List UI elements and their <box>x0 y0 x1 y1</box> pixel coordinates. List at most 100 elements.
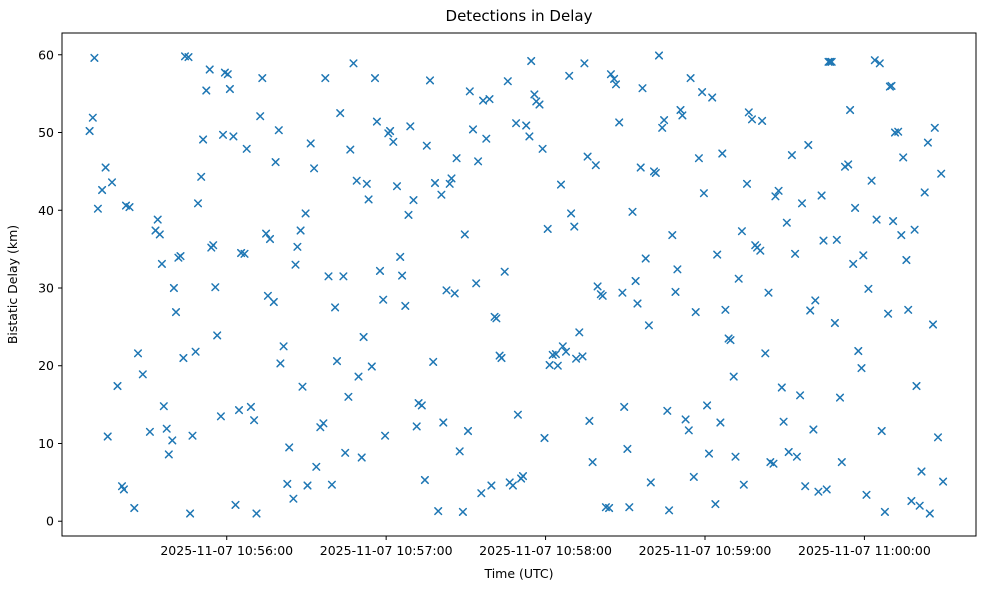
scatter-marker-x <box>450 289 459 298</box>
scatter-marker-x <box>681 415 690 424</box>
scatter-marker-x <box>88 113 97 122</box>
scatter-marker-x <box>556 180 566 189</box>
scatter-marker-x <box>660 116 669 125</box>
scatter-marker-x <box>912 381 921 391</box>
y-tick-label: 60 <box>38 47 54 62</box>
scatter-marker-x <box>375 266 385 275</box>
scatter-marker-x <box>894 127 903 136</box>
scatter-marker-x <box>357 453 366 462</box>
scatter-marker-x <box>367 362 376 371</box>
scatter-marker-x <box>492 314 501 323</box>
scatter-marker-x <box>826 57 835 66</box>
scatter-marker-x <box>631 276 640 286</box>
y-tick-label: 0 <box>46 514 54 529</box>
scatter-marker-x <box>349 59 358 68</box>
scatter-marker-x <box>381 431 390 440</box>
scatter-marker-x <box>877 426 886 436</box>
scatter-marker-x <box>169 283 178 293</box>
scatter-marker-x <box>620 402 629 411</box>
scatter-marker-x <box>125 203 134 212</box>
scatter-marker-x <box>406 122 415 131</box>
scatter-marker-x <box>764 288 773 297</box>
scatter-marker-x <box>225 84 234 94</box>
scatter-marker-x <box>615 118 624 127</box>
scatter-marker-x <box>176 252 185 261</box>
scatter-marker-x <box>849 259 858 268</box>
scatter-marker-x <box>917 467 926 476</box>
scatter-marker-x <box>671 287 680 296</box>
scatter-marker-x <box>321 74 330 83</box>
scatter-marker-x <box>756 246 765 255</box>
scatter-marker-x <box>864 284 873 293</box>
scatter-marker-x <box>867 176 876 185</box>
scatter-marker-x <box>538 144 547 153</box>
scatter-marker-x <box>704 449 714 458</box>
scatter-marker-x <box>199 135 208 144</box>
scatter-marker-x <box>269 297 278 307</box>
scatter-marker-x <box>289 494 298 503</box>
scatter-marker-x <box>425 76 435 85</box>
x-tick-label: 2025-11-07 10:56:00 <box>160 543 293 558</box>
scatter-marker-x <box>168 436 177 445</box>
scatter-marker-x <box>897 231 906 240</box>
scatter-marker-x <box>641 254 650 263</box>
scatter-marker-x <box>658 123 667 132</box>
scatter-marker-x <box>404 210 413 219</box>
scatter-marker-x <box>503 77 512 86</box>
scatter-marker-x <box>242 144 251 153</box>
scatter-marker-x <box>324 272 333 281</box>
scatter-marker-x <box>409 196 418 205</box>
y-axis-label: Bistatic Delay (km) <box>5 225 20 344</box>
scatter-marker-x <box>606 70 615 79</box>
scatter-marker-x <box>814 487 823 496</box>
scatter-marker-x <box>301 209 310 218</box>
scatter-marker-x <box>246 402 255 411</box>
scatter-marker-x <box>827 57 836 66</box>
scatter-marker-x <box>412 422 421 431</box>
y-tick-label: 40 <box>38 203 54 218</box>
scatter-marker-x <box>474 157 483 166</box>
scatter-marker-x <box>535 100 544 109</box>
scatter-marker-x <box>460 230 469 239</box>
scatter-marker-x <box>370 74 380 83</box>
scatter-marker-x <box>119 485 128 494</box>
scatter-marker-x <box>580 59 589 68</box>
scatter-marker-x <box>729 372 738 381</box>
scatter-marker-x <box>211 283 220 292</box>
scatter-marker-x <box>904 305 913 314</box>
scatter-marker-x <box>726 336 735 345</box>
scatter-marker-x <box>902 255 911 265</box>
scatter-marker-x <box>832 235 841 244</box>
scatter-marker-x <box>171 308 181 317</box>
scatter-marker-x <box>774 186 783 195</box>
scatter-marker-x <box>633 299 642 308</box>
scatter-marker-x <box>346 145 355 154</box>
scatter-marker-x <box>445 179 454 188</box>
scatter-marker-x <box>676 105 685 115</box>
scatter-marker-x <box>191 347 200 356</box>
scatter-marker-x <box>479 96 488 105</box>
scatter-marker-x <box>468 125 478 134</box>
x-tick-label: 2025-11-07 10:58:00 <box>479 543 612 558</box>
scatter-marker-x <box>835 393 845 402</box>
scatter-marker-x <box>691 308 700 317</box>
scatter-marker-x <box>362 179 371 188</box>
scatter-marker-x <box>271 158 280 167</box>
scatter-marker-x <box>925 509 934 518</box>
scatter-marker-x <box>525 132 534 141</box>
scatter-marker-x <box>331 303 340 312</box>
scatter-marker-x <box>887 81 896 90</box>
scatter-marker-x <box>359 332 368 342</box>
scatter-marker-x <box>336 109 345 118</box>
scatter-marker-x <box>846 105 855 115</box>
scatter-marker-x <box>578 352 587 361</box>
scatter-marker-x <box>899 153 908 162</box>
scatter-marker-x <box>354 372 363 381</box>
scatter-marker-x <box>310 164 319 173</box>
scatter-marker-x <box>742 179 752 188</box>
scatter-marker-x <box>851 203 860 212</box>
scatter-marker-x <box>258 74 267 83</box>
y-tick-label: 10 <box>38 436 54 451</box>
scatter-marker-x <box>761 349 770 358</box>
scatter-marker-x <box>379 295 388 304</box>
